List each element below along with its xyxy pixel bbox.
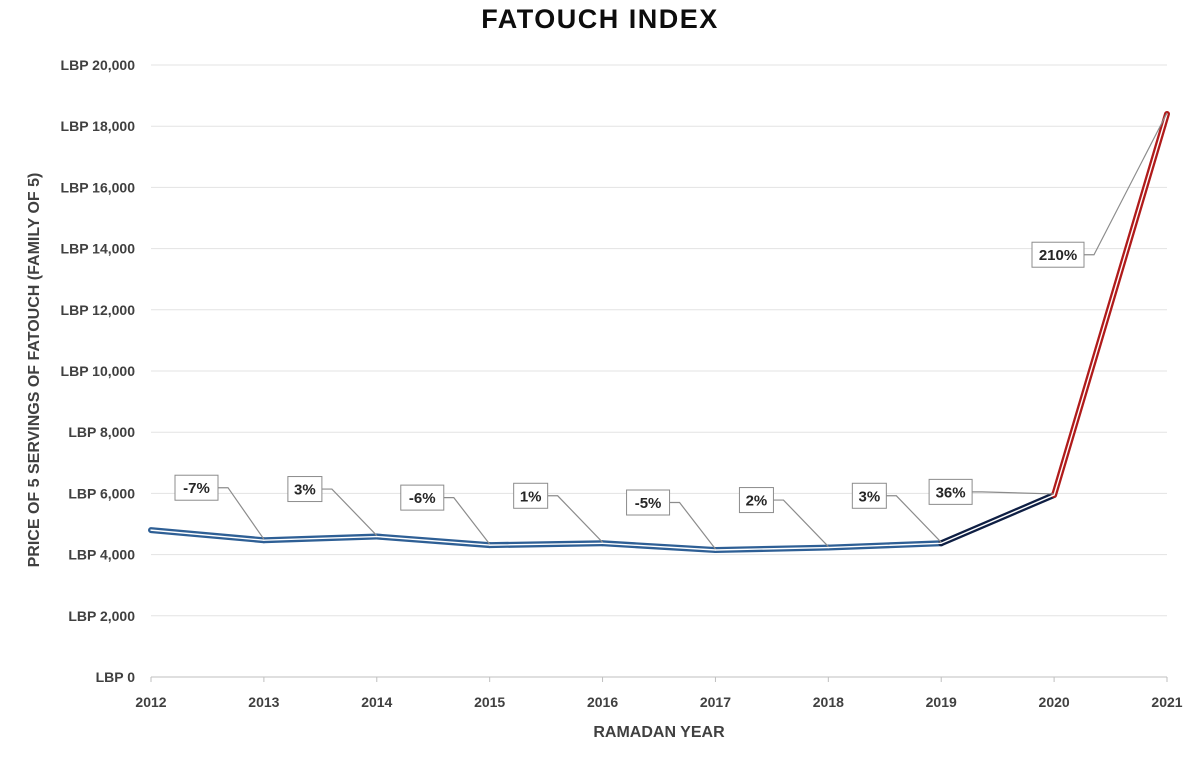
y-tick-label: LBP 16,000	[61, 179, 136, 195]
label-box	[626, 489, 671, 516]
line-segment-highlight	[150, 529, 265, 541]
y-tick-label: LBP 20,000	[61, 57, 136, 73]
x-tick-label: 2012	[135, 694, 166, 710]
line-segment-highlight	[714, 546, 830, 551]
leader-line	[886, 495, 942, 543]
y-axis-tick-labels: LBP 0 LBP 2,000 LBP 4,000 LBP 6,000 LBP 8,00…	[61, 57, 136, 685]
y-tick-label: LBP 10,000	[61, 363, 136, 379]
percent-change-label: -7%	[174, 474, 265, 540]
label-box	[287, 476, 323, 503]
percent-change-label: 2%	[738, 487, 829, 547]
x-tick-label: 2014	[361, 694, 392, 710]
y-tick-label: LBP 18,000	[61, 118, 136, 134]
y-tick-label: LBP 2,000	[68, 608, 135, 624]
x-tick-label: 2019	[926, 694, 957, 710]
label-text: 1%	[520, 488, 542, 505]
x-axis-title: RAMADAN YEAR	[593, 724, 725, 741]
percent-change-label: 36%	[928, 478, 1055, 505]
x-axis-tick-labels: 2012 2013 2014 2015 2016 2017 2018 2019 2020 2021	[135, 694, 1182, 710]
percent-change-label: 210%	[1031, 112, 1168, 268]
label-text: -7%	[183, 480, 210, 497]
label-box	[400, 484, 445, 511]
leader-line	[773, 499, 829, 547]
x-tick-label: 2020	[1039, 694, 1070, 710]
x-tick-label: 2021	[1151, 694, 1182, 710]
label-text: -5%	[635, 495, 662, 512]
y-tick-label: LBP 0	[96, 669, 136, 685]
leader-line	[218, 487, 265, 540]
leader-line	[669, 501, 716, 550]
x-tick-label: 2015	[474, 694, 505, 710]
line-segment-highlight	[940, 494, 1055, 544]
leader-line	[443, 497, 491, 545]
x-tick-label: 2016	[587, 694, 618, 710]
y-tick-label: LBP 12,000	[61, 302, 136, 318]
label-text: 3%	[858, 488, 880, 505]
label-box	[738, 487, 774, 514]
line-segment-highlight	[488, 542, 604, 546]
label-text: 2%	[746, 493, 768, 510]
x-tick-label: 2017	[700, 694, 731, 710]
percent-change-label: 3%	[287, 476, 378, 536]
label-box	[928, 478, 973, 505]
percent-change-label: -5%	[626, 489, 716, 550]
line-segment-highlight	[827, 542, 942, 549]
label-box	[1031, 241, 1085, 268]
x-tick-label: 2018	[813, 694, 844, 710]
percent-change-labels: -7% 3% -6% 1% -5% 2% 3% 36% 210%	[174, 112, 1168, 550]
y-tick-label: LBP 6,000	[68, 485, 135, 501]
label-text: -6%	[409, 490, 436, 507]
y-tick-label: LBP 4,000	[68, 547, 135, 563]
label-text: 36%	[936, 484, 966, 501]
line-segment-highlight	[263, 535, 378, 541]
line-segment-highlight	[376, 535, 491, 546]
leader-line	[972, 491, 1055, 495]
leader-line	[547, 495, 603, 543]
percent-change-label: 3%	[851, 482, 942, 543]
label-box	[174, 474, 219, 501]
chart-title: FATOUCH INDEX	[481, 4, 719, 34]
label-box	[851, 482, 887, 509]
label-box	[513, 482, 549, 509]
leader-line	[321, 488, 378, 536]
y-tick-label: LBP 14,000	[61, 241, 136, 257]
leader-line	[1084, 112, 1168, 256]
label-text: 3%	[294, 482, 316, 499]
label-text: 210%	[1039, 247, 1077, 264]
gridlines	[150, 64, 1168, 682]
x-tick-label: 2013	[248, 694, 279, 710]
y-tick-label: LBP 8,000	[68, 424, 135, 440]
line-segment-highlight	[1053, 113, 1168, 496]
percent-change-label: 1%	[513, 482, 603, 543]
data-series-line	[148, 110, 1170, 554]
y-axis-title: PRICE OF 5 SERVINGS OF FATOUCH (FAMILY O…	[26, 173, 43, 568]
percent-change-label: -6%	[400, 484, 491, 545]
line-segment-highlight	[601, 542, 717, 551]
